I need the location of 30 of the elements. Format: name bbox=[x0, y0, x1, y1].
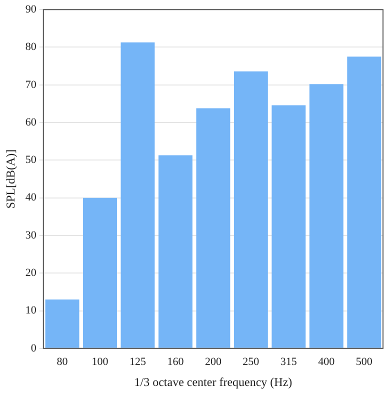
x-tick-label: 400 bbox=[318, 356, 336, 368]
x-tick-label: 160 bbox=[167, 356, 184, 368]
x-axis-title: 1/3 octave center frequency (Hz) bbox=[134, 374, 292, 389]
x-tick-label: 200 bbox=[204, 356, 222, 368]
x-tick-label: 100 bbox=[92, 356, 109, 368]
bar bbox=[83, 198, 117, 348]
x-tick-label: 315 bbox=[280, 356, 298, 368]
y-tick-label: 90 bbox=[25, 3, 37, 16]
bar bbox=[234, 71, 268, 348]
bar bbox=[309, 84, 344, 348]
y-tick-label: 10 bbox=[25, 304, 37, 317]
bar bbox=[347, 56, 382, 348]
y-tick-label: 0 bbox=[30, 342, 37, 354]
y-tick-label: 20 bbox=[25, 267, 37, 279]
bar bbox=[45, 299, 80, 348]
x-tick-label: 250 bbox=[242, 356, 260, 368]
y-tick-label: 50 bbox=[25, 154, 37, 166]
x-tick-label: 125 bbox=[129, 356, 146, 368]
y-tick-label: 30 bbox=[25, 229, 37, 242]
y-axis-title: SPL[dB(A)] bbox=[3, 149, 18, 209]
y-tick-label: 60 bbox=[25, 116, 37, 128]
y-tick-label: 70 bbox=[25, 78, 37, 91]
bar bbox=[158, 155, 192, 348]
x-tick-label: 500 bbox=[356, 356, 373, 368]
x-tick-label: 80 bbox=[56, 356, 68, 368]
y-tick-label: 40 bbox=[25, 192, 37, 204]
bar bbox=[272, 105, 306, 348]
y-tick-label: 80 bbox=[25, 41, 37, 54]
bar bbox=[120, 42, 155, 348]
bar bbox=[196, 108, 230, 348]
